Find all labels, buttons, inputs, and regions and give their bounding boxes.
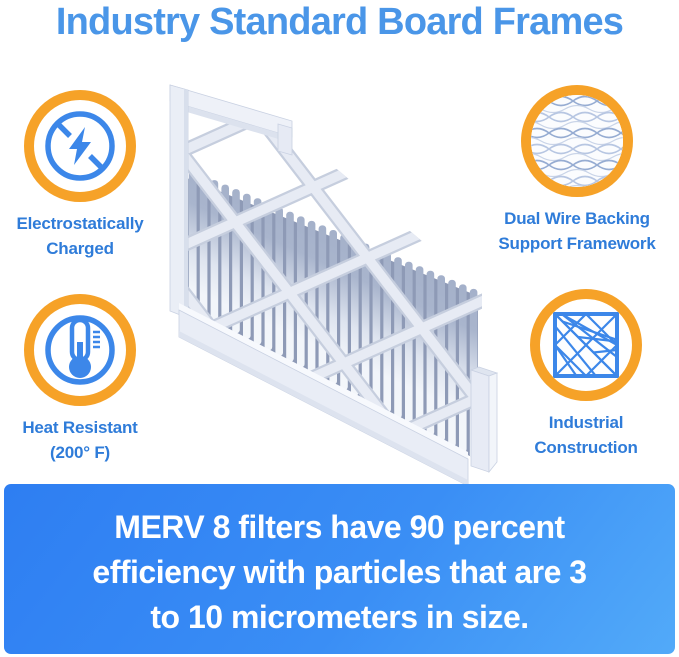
feature-electrostatic: Electrostatically Charged xyxy=(0,90,160,261)
info-banner: MERV 8 filters have 90 percent efficienc… xyxy=(4,484,675,654)
frame-boards xyxy=(169,84,499,487)
banner-line: to 10 micrometers in size. xyxy=(150,599,529,635)
feature-heat-resistant: Heat Resistant (200° F) xyxy=(0,294,160,465)
thermometer-icon xyxy=(24,294,136,406)
feature-dual-wire: Dual Wire Backing Support Framework xyxy=(497,85,657,256)
frame-lattice-braces xyxy=(176,96,482,460)
lightning-circle-icon xyxy=(24,90,136,202)
feature-label: Electrostatically Charged xyxy=(16,214,144,258)
feature-label: Dual Wire Backing Support Framework xyxy=(498,209,656,253)
feature-label: Heat Resistant (200° F) xyxy=(22,418,138,462)
feature-label: Industrial Construction xyxy=(534,413,638,457)
banner-line: efficiency with particles that are 3 xyxy=(92,554,587,590)
wire-mesh-photo-icon xyxy=(521,85,633,197)
page-title: Industry Standard Board Frames xyxy=(55,1,624,43)
feature-industrial: Industrial Construction xyxy=(506,289,666,460)
lattice-square-icon xyxy=(530,289,642,401)
banner-line: MERV 8 filters have 90 percent xyxy=(114,509,565,545)
